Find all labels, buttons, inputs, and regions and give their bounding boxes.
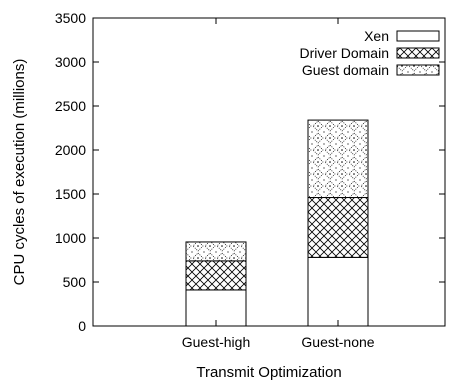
x-axis-title: Transmit Optimization (196, 364, 341, 381)
legend-label-1: Driver Domain (300, 45, 389, 61)
y-tick-label: 3000 (55, 54, 86, 70)
y-tick-label: 0 (78, 318, 86, 334)
y-tick-label: 500 (63, 274, 87, 290)
bar-segment-guest-high-1 (185, 260, 247, 291)
legend-swatch-0 (396, 30, 440, 42)
plot-frame (92, 17, 446, 327)
y-tick-label: 1000 (55, 230, 86, 246)
bar-segment-guest-none-1 (307, 197, 369, 258)
legend-label-2: Guest domain (302, 62, 389, 78)
y-tick-label: 2000 (55, 142, 86, 158)
legend-label-0: Xen (364, 28, 389, 44)
bar-segment-guest-high-0 (185, 289, 247, 327)
y-tick-label: 1500 (55, 186, 86, 202)
bar-segment-guest-none-2 (307, 119, 369, 199)
bar-segment-guest-high-2 (185, 241, 247, 262)
legend-swatch-2 (396, 64, 440, 76)
y-tick-label: 3500 (55, 10, 86, 26)
y-tick-label: 2500 (55, 98, 86, 114)
bar-segment-guest-none-0 (307, 256, 369, 327)
y-axis-title: CPU cycles of execution (millions) (11, 59, 28, 286)
x-tick-label: Guest-none (301, 334, 374, 350)
legend-swatch-1 (396, 47, 440, 59)
x-tick-label: Guest-high (182, 334, 250, 350)
